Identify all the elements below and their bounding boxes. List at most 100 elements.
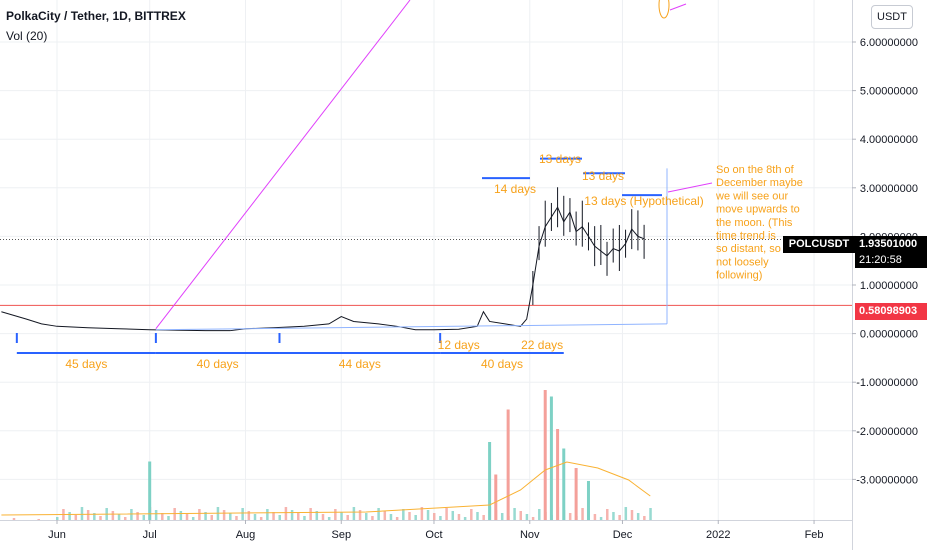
- volume-bar: [253, 514, 257, 520]
- volume-bar: [538, 509, 541, 520]
- volume-bar: [352, 507, 356, 520]
- volume-bar: [586, 481, 590, 520]
- volume-bar: [130, 509, 133, 520]
- y-tick-label: 0.00000000: [860, 329, 918, 341]
- symbol-legend: PolkaCity / Tether, 1D, BITTREX: [6, 9, 186, 23]
- y-tick-label: 6.00000000: [860, 37, 918, 49]
- volume-bar: [630, 510, 634, 520]
- volume-bar: [389, 514, 393, 520]
- volume-bar: [321, 514, 325, 520]
- top-range-label: 13 days (Hypothetical): [584, 194, 703, 208]
- volume-bar: [247, 511, 251, 520]
- volume-bar: [12, 518, 16, 520]
- volume-bar: [117, 514, 121, 520]
- volume-bar: [74, 515, 78, 520]
- volume-bar: [513, 508, 516, 520]
- volume-bar: [142, 515, 146, 520]
- note-line: so distant, so I'm: [716, 243, 798, 255]
- volume-bar: [643, 516, 646, 520]
- volume-bar: [543, 390, 547, 520]
- sketch-circle: [658, 0, 670, 19]
- currency-button[interactable]: USDT: [871, 5, 913, 29]
- top-range-label: 14 days: [494, 182, 536, 196]
- volume-bar: [111, 511, 115, 520]
- volume-bar: [86, 510, 90, 520]
- volume-bar: [488, 442, 492, 520]
- magenta-trend-line: [155, 0, 411, 330]
- y-tick-label: 5.00000000: [860, 86, 918, 98]
- note-line: December maybe: [716, 177, 803, 189]
- volume-bar: [358, 510, 362, 520]
- volume-bar: [618, 515, 621, 520]
- x-axis: Jun Jul Aug Sep Oct Nov Dec 2022 Feb: [0, 520, 852, 541]
- volume-bar: [334, 509, 337, 520]
- volume-bar: [37, 519, 40, 520]
- volume-bar: [445, 508, 448, 520]
- volume-bar: [284, 507, 288, 520]
- volume-bar: [451, 511, 455, 520]
- volume-bar: [624, 507, 628, 520]
- note-line: not loosely: [716, 256, 769, 268]
- volume-bar: [420, 507, 424, 520]
- note-line: the moon. (This: [716, 217, 793, 229]
- y-tick-label: -2.00000000: [856, 426, 918, 438]
- volume-bar: [327, 517, 331, 520]
- volume-bar: [191, 517, 195, 520]
- volume-bar: [383, 511, 387, 520]
- note-arrow: [667, 182, 713, 193]
- volume-bar: [93, 513, 96, 520]
- volume-bar: [154, 510, 158, 520]
- volume-bar: [56, 517, 59, 520]
- volume-bar: [636, 513, 640, 520]
- x-tick-label: Nov: [520, 529, 540, 541]
- volume-bar: [519, 511, 522, 520]
- volume-bar: [315, 511, 319, 520]
- volume-bar: [161, 513, 164, 520]
- volume-bar: [476, 512, 479, 520]
- x-tick-label: Jun: [48, 529, 66, 541]
- volume-bar: [80, 507, 84, 520]
- volume-bar: [259, 517, 263, 520]
- volume-bar: [136, 512, 139, 520]
- x-tick-label: Sep: [331, 529, 351, 541]
- volume-bar: [470, 509, 473, 520]
- volume-bar: [395, 517, 399, 520]
- note-line: So on the 8th of: [716, 164, 795, 176]
- volume-bar: [506, 409, 510, 520]
- level-tag: 0.58098903: [855, 303, 927, 320]
- volume-bar: [303, 516, 306, 520]
- volume-bar: [229, 513, 232, 520]
- range-label: 44 days: [339, 357, 381, 371]
- range-label: 40 days: [481, 357, 523, 371]
- volume-bar: [568, 513, 572, 520]
- volume-bar: [241, 508, 244, 520]
- y-tick-label: -3.00000000: [856, 474, 918, 486]
- volume-bar: [68, 512, 71, 520]
- volume-bar: [198, 509, 201, 520]
- volume-bar: [408, 512, 411, 520]
- countdown-tag: 21:20:58: [855, 253, 927, 268]
- top-range-label: 13 days: [582, 169, 624, 183]
- volume-bar: [99, 516, 102, 520]
- price-levels: [0, 239, 852, 306]
- last-price-tag: 1.93501000: [855, 236, 927, 253]
- volume-bar: [612, 512, 615, 520]
- symbol-tag: POLCUSDT: [783, 236, 855, 253]
- note-line: following): [716, 270, 762, 282]
- top-range-label: 13 days: [539, 152, 581, 166]
- x-tick-label: 2022: [706, 529, 730, 541]
- volume-bar: [556, 429, 560, 520]
- note-line: move upwards to: [716, 204, 800, 216]
- volume-bar: [297, 513, 300, 520]
- volume-bar: [377, 508, 380, 520]
- range-label: 40 days: [197, 357, 239, 371]
- note-line: we will see our: [715, 190, 788, 202]
- y-tick-label: 4.00000000: [860, 134, 918, 146]
- volume-bar: [562, 448, 566, 520]
- volume-bar: [649, 508, 652, 520]
- range-label: 45 days: [65, 357, 107, 371]
- volume-bar: [457, 514, 461, 520]
- x-tick-label: Aug: [236, 529, 256, 541]
- volume-bar: [346, 515, 349, 520]
